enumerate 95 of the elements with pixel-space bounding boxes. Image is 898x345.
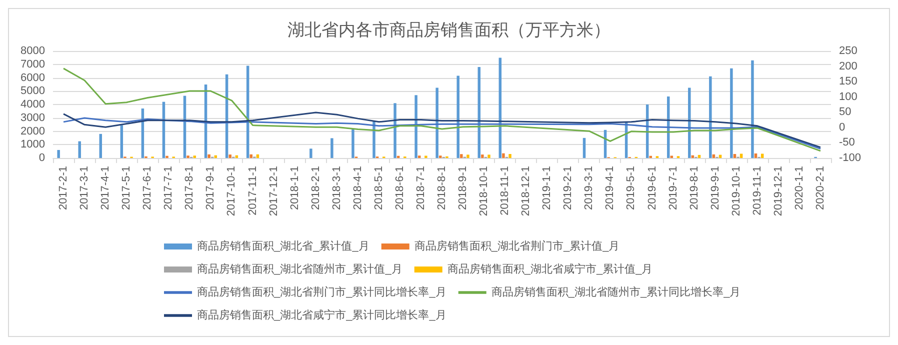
y-tick-label: 3000 xyxy=(20,112,45,124)
y2-tick-label: 50 xyxy=(839,106,852,118)
bar xyxy=(208,154,210,158)
y2-tick-label: 0 xyxy=(839,121,846,134)
line-series xyxy=(62,112,822,148)
bar xyxy=(466,154,470,158)
x-tick-label: 2018-8-1 xyxy=(436,166,448,210)
x-tick-label: 2017-2-1 xyxy=(58,166,70,210)
x-tick-label: 2017-6-1 xyxy=(142,166,154,210)
x-tick-label: 2019-2-1 xyxy=(562,166,574,210)
bar xyxy=(414,95,418,158)
x-tick-label: 2019-7-1 xyxy=(667,166,680,210)
x-tick-label: 2017-3-1 xyxy=(78,166,91,210)
x-tick-label: 2018-7-1 xyxy=(414,166,427,210)
x-tick-label: 2018-1-1 xyxy=(288,166,301,210)
x-tick-label: 2017-4-1 xyxy=(100,166,112,210)
x-tick-label: 2018-11-1 xyxy=(499,166,512,216)
bar xyxy=(760,154,764,158)
bar xyxy=(688,88,691,158)
bar xyxy=(733,154,736,158)
x-tick-label: 2019-8-1 xyxy=(688,166,700,210)
bar xyxy=(310,148,312,158)
x-tick-label: 2020-1-1 xyxy=(793,166,806,210)
bar xyxy=(57,150,60,158)
x-tick-label: 2018-12-1 xyxy=(520,166,532,216)
x-tick-label: 2019-11-1 xyxy=(751,166,764,216)
bar xyxy=(481,154,484,158)
legend-label: 商品房销售面积_湖北省随州市_累计值_月 xyxy=(197,262,402,276)
y-tick-label: 6000 xyxy=(20,72,45,84)
x-tick-label: 2019-9-1 xyxy=(709,166,722,210)
x-tick-label: 2017-11-1 xyxy=(246,166,259,216)
y2-tick-label: 250 xyxy=(839,45,858,57)
x-tick-label: 2019-5-1 xyxy=(625,166,638,210)
y-tick-label: 8000 xyxy=(20,45,45,57)
y2-tick-label: -100 xyxy=(839,152,862,164)
bar xyxy=(460,154,463,158)
bar xyxy=(502,153,505,158)
y-tick-label: 2000 xyxy=(20,125,45,138)
bar xyxy=(99,134,102,158)
bar xyxy=(730,68,733,158)
line-series xyxy=(62,68,822,152)
x-tick-label: 2019-3-1 xyxy=(583,166,596,210)
bar xyxy=(508,154,512,158)
legend-label: 商品房销售面积_湖北省荆门市_累计同比增长率_月 xyxy=(197,286,446,298)
x-tick-label: 2019-12-1 xyxy=(772,166,784,216)
x-tick-label: 2017-5-1 xyxy=(120,166,133,210)
legend-label: 商品房销售面积_湖北省随州市_累计同比增长率_月 xyxy=(491,286,741,298)
bar xyxy=(709,76,712,158)
legend-label: 商品房销售面积_湖北省_累计值_月 xyxy=(197,240,370,252)
legend-label: 商品房销售面积_湖北省咸宁市_累计值_月 xyxy=(447,262,653,276)
bar xyxy=(436,88,438,158)
x-tick-label: 2018-3-1 xyxy=(330,166,343,210)
bar xyxy=(740,154,743,158)
y-tick-label: 1000 xyxy=(20,138,45,151)
x-tick-label: 2019-4-1 xyxy=(604,166,616,210)
y2-tick-label: -50 xyxy=(839,136,855,149)
bar xyxy=(478,67,480,158)
bar xyxy=(330,138,334,158)
legend-label: 商品房销售面积_湖北省咸宁市_累计同比增长率_月 xyxy=(197,308,446,322)
bar xyxy=(582,138,586,158)
bar xyxy=(228,154,232,158)
x-tick-label: 2019-6-1 xyxy=(646,166,658,210)
bar xyxy=(120,125,124,158)
x-tick-label: 2018-10-1 xyxy=(478,166,490,216)
bar xyxy=(394,103,396,158)
x-tick-label: 2018-2-1 xyxy=(310,166,322,210)
bar xyxy=(78,141,81,158)
y-tick-label: 7000 xyxy=(20,58,45,70)
x-tick-label: 2017-7-1 xyxy=(162,166,175,210)
x-tick-label: 2017-12-1 xyxy=(268,166,280,216)
y-tick-label: 4000 xyxy=(20,98,45,110)
bar xyxy=(754,153,758,158)
x-tick-label: 2018-6-1 xyxy=(394,166,406,210)
bar xyxy=(488,154,490,158)
x-tick-label: 2018-9-1 xyxy=(457,166,470,210)
x-tick-label: 2018-4-1 xyxy=(352,166,364,210)
x-tick-label: 2017-9-1 xyxy=(204,166,217,210)
bar xyxy=(751,60,754,158)
y-tick-label: 5000 xyxy=(20,85,45,98)
bar xyxy=(456,76,460,158)
y2-tick-label: 150 xyxy=(839,76,858,88)
x-tick-label: 2017-8-1 xyxy=(184,166,196,210)
legend-label: 商品房销售面积_湖北省荆门市_累计值_月 xyxy=(414,240,620,252)
bar xyxy=(352,129,354,158)
y-tick-label: 0 xyxy=(38,152,45,164)
x-tick-label: 2020-2-1 xyxy=(814,166,826,210)
y2-tick-label: 200 xyxy=(839,60,858,72)
x-tick-label: 2017-10-1 xyxy=(226,166,238,216)
x-tick-label: 2019-10-1 xyxy=(730,166,742,216)
x-tick-label: 2018-5-1 xyxy=(372,166,385,210)
x-tick-label: 2019-1-1 xyxy=(541,166,554,210)
chart-title: 湖北省内各市商品房销售面积（万平方米） xyxy=(288,20,610,40)
y2-tick-label: 100 xyxy=(839,90,858,103)
bar xyxy=(250,154,252,158)
line-series xyxy=(62,117,822,150)
